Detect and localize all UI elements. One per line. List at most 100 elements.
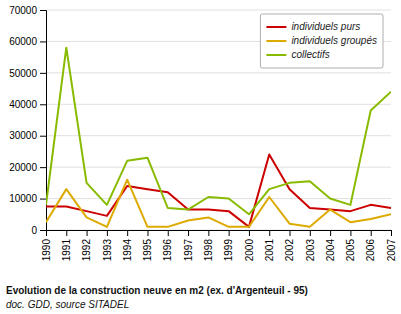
y-tick-label: 30000 — [9, 130, 37, 141]
x-tick-label: 2006 — [365, 239, 376, 262]
x-tick-mark — [391, 230, 392, 236]
x-tick-mark — [147, 230, 148, 236]
x-tick: 2000 — [244, 230, 255, 261]
legend-swatch — [266, 54, 286, 56]
y-tick-label: 70000 — [9, 5, 37, 16]
y-tick: 60000 — [9, 36, 46, 47]
x-tick-label: 2004 — [325, 239, 336, 262]
x-axis-line — [47, 231, 392, 237]
legend-label: individuels purs — [291, 21, 360, 32]
series-line — [46, 48, 391, 215]
y-tick: 40000 — [9, 99, 46, 110]
x-tick: 2001 — [264, 230, 275, 261]
y-tick-mark — [40, 73, 46, 74]
x-tick-label: 1999 — [223, 239, 234, 262]
series-line — [46, 155, 391, 227]
x-tick-label: 1994 — [122, 239, 133, 262]
x-tick-mark — [188, 230, 189, 236]
y-tick-label: 0 — [31, 225, 37, 236]
x-tick: 1995 — [142, 230, 153, 261]
legend-item: individuels groupés — [266, 35, 377, 46]
x-tick-label: 1991 — [61, 239, 72, 262]
x-tick: 2004 — [325, 230, 336, 261]
x-axis: 1990 1991 1992 1993 1994 1995 1996 1997 1998 1999… — [41, 230, 397, 261]
grid-line — [46, 167, 391, 168]
y-tick-mark — [40, 136, 46, 137]
y-axis: 0 10000 20000 30000 40000 50000 60000 70000 — [9, 5, 46, 236]
y-tick-label: 60000 — [9, 36, 37, 47]
y-axis-line — [40, 11, 47, 231]
x-tick-label: 1997 — [183, 239, 194, 262]
y-tick: 30000 — [9, 130, 46, 141]
y-tick-label: 20000 — [9, 162, 37, 173]
x-tick-mark — [229, 230, 230, 236]
legend-box — [260, 14, 383, 68]
x-tick-mark — [269, 230, 270, 236]
x-tick-mark — [371, 230, 372, 236]
y-tick-mark — [40, 199, 46, 200]
y-tick-mark — [40, 10, 46, 11]
plot-area — [46, 48, 391, 227]
legend-swatch — [266, 26, 286, 28]
x-tick-mark — [249, 230, 250, 236]
x-tick: 1996 — [162, 230, 173, 261]
legend-label: collectifs — [291, 49, 329, 60]
legend-swatch — [266, 40, 286, 42]
x-tick-label: 2001 — [264, 239, 275, 262]
x-tick: 2007 — [386, 230, 397, 261]
x-tick-label: 2000 — [244, 239, 255, 262]
x-tick: 2005 — [345, 230, 356, 261]
x-tick-mark — [87, 230, 88, 236]
y-tick: 70000 — [9, 5, 46, 16]
x-tick-mark — [107, 230, 108, 236]
x-tick: 1993 — [102, 230, 113, 261]
x-tick: 2003 — [305, 230, 316, 261]
subtitle: doc. GDD, source SITADEL — [6, 299, 129, 310]
x-tick-mark — [350, 230, 351, 236]
x-tick: 2006 — [365, 230, 376, 261]
x-tick: 1991 — [61, 230, 72, 261]
grid-line — [46, 72, 391, 73]
y-tick-mark — [40, 104, 46, 105]
x-tick-mark — [66, 230, 67, 236]
x-tick-label: 1990 — [41, 239, 52, 262]
x-tick-mark — [208, 230, 209, 236]
y-tick-mark — [40, 167, 46, 168]
legend-item: individuels purs — [266, 21, 360, 32]
x-tick: 1994 — [122, 230, 133, 261]
y-tick: 50000 — [9, 68, 46, 79]
x-tick-mark — [290, 230, 291, 236]
x-tick: 1999 — [223, 230, 234, 261]
y-tick-mark — [40, 230, 46, 231]
x-tick-mark — [168, 230, 169, 236]
grid-line — [46, 10, 391, 11]
y-tick: 0 — [31, 225, 46, 236]
x-tick: 1990 — [41, 230, 52, 261]
y-tick-label: 50000 — [9, 68, 37, 79]
x-tick: 1992 — [81, 230, 92, 261]
y-tick-label: 10000 — [9, 193, 37, 204]
y-tick-mark — [40, 41, 46, 42]
legend: individuels purs individuels groupés colle… — [260, 14, 383, 68]
x-tick-label: 2007 — [386, 239, 397, 262]
grid-line — [46, 104, 391, 105]
title: Evolution de la construction neuve en m2… — [6, 285, 308, 296]
grid-line — [46, 135, 391, 136]
y-tick-label: 40000 — [9, 99, 37, 110]
x-tick-label: 1998 — [203, 239, 214, 262]
x-tick-label: 1993 — [102, 239, 113, 262]
x-tick-mark — [127, 230, 128, 236]
y-tick: 20000 — [9, 162, 46, 173]
x-tick: 1998 — [203, 230, 214, 261]
x-tick: 1997 — [183, 230, 194, 261]
chart: 1990 1991 1992 1993 1994 1995 1996 1997 1998 1999… — [0, 0, 401, 314]
x-tick-mark — [330, 230, 331, 236]
x-tick-label: 1995 — [142, 239, 153, 262]
x-tick-label: 1996 — [162, 239, 173, 262]
grid — [46, 10, 391, 230]
x-tick-label: 2005 — [345, 239, 356, 262]
x-tick: 2002 — [284, 230, 295, 261]
x-tick-label: 2003 — [305, 239, 316, 262]
legend-item: collectifs — [266, 49, 329, 60]
legend-label: individuels groupés — [291, 35, 377, 46]
